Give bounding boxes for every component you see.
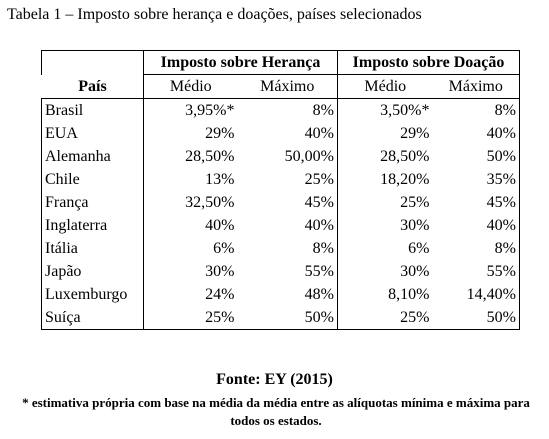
cell: 40% [486, 125, 516, 142]
cell: 13% [205, 171, 235, 188]
cell: 30% [400, 263, 430, 280]
sub-header: Máximo [237, 74, 338, 99]
country: Alemanha [41, 145, 144, 168]
cell: 3,50%* [380, 102, 430, 119]
cell: 40% [486, 217, 516, 234]
cell: 25% [400, 309, 430, 326]
cell: 50% [237, 306, 338, 330]
table-row: Brasil 3,95%* 8% 3,50%* 8% [41, 98, 520, 122]
cell: 50% [486, 309, 516, 326]
table-row: Japão 30% 55% 30% 55% [41, 260, 520, 283]
country: Itália [41, 237, 144, 260]
cell: 6% [408, 240, 430, 257]
cell: 30% [205, 263, 235, 280]
cell: 40% [237, 122, 338, 145]
cell: 8% [494, 240, 516, 257]
country: Brasil [41, 98, 144, 122]
table-row: Alemanha 28,50% 50,00% 28,50% 50% [41, 145, 520, 168]
cell: 28,50% [185, 148, 235, 165]
table-title: Tabela 1 – Imposto sobre herança e doaçõ… [7, 6, 422, 23]
cell: 50,00% [237, 145, 338, 168]
table-row: Luxemburgo 24% 48% 8,10% 14,40% [41, 283, 520, 306]
country: Luxemburgo [41, 283, 144, 306]
cell: 8,10% [388, 286, 430, 303]
row-header: País [41, 50, 144, 99]
cell: 32,50% [185, 194, 235, 211]
table-row: Itália 6% 8% 6% 8% [41, 237, 520, 260]
data-table: País Imposto sobre Herança Imposto sobre… [41, 50, 520, 330]
cell: 30% [400, 217, 430, 234]
source: Fonte: EY (2015) [216, 371, 333, 388]
cell: 29% [400, 125, 430, 142]
cell: 25% [237, 168, 338, 191]
cell: 8% [237, 98, 338, 122]
country: Inglaterra [41, 214, 144, 237]
cell: 48% [237, 283, 338, 306]
sub-header: Máximo [448, 78, 503, 95]
cell: 8% [237, 237, 338, 260]
cell: 35% [486, 171, 516, 188]
cell: 3,95%* [185, 102, 235, 119]
cell: 25% [400, 194, 430, 211]
table-row: Inglaterra 40% 40% 30% 40% [41, 214, 520, 237]
group-header: Imposto sobre Herança [143, 50, 338, 75]
cell: 18,20% [380, 171, 430, 188]
cell: 45% [237, 191, 338, 214]
table-row: Chile 13% 25% 18,20% 35% [41, 168, 520, 191]
cell: 55% [237, 260, 338, 283]
country: EUA [41, 122, 144, 145]
cell: 50% [486, 148, 516, 165]
country: Japão [41, 260, 144, 283]
cell: 8% [494, 102, 516, 119]
table-row: Suíça 25% 50% 25% 50% [41, 306, 520, 330]
cell: 14,40% [466, 286, 516, 303]
country: Chile [41, 168, 144, 191]
cell: 6% [213, 240, 235, 257]
cell: 25% [205, 309, 235, 326]
cell: 29% [205, 125, 235, 142]
footnote: * estimativa própria com base na média d… [22, 395, 530, 428]
cell: 45% [486, 194, 516, 211]
cell: 55% [486, 263, 516, 280]
country: Suíça [41, 306, 144, 330]
sub-header: Médio [364, 78, 407, 95]
table-row: França 32,50% 45% 25% 45% [41, 191, 520, 214]
group-header: Imposto sobre Doação [337, 50, 520, 75]
table-row: EUA 29% 40% 29% 40% [41, 122, 520, 145]
cell: 28,50% [380, 148, 430, 165]
cell: 40% [237, 214, 338, 237]
cell: 24% [205, 286, 235, 303]
country: França [41, 191, 144, 214]
cell: 40% [205, 217, 235, 234]
sub-header: Médio [169, 78, 212, 95]
